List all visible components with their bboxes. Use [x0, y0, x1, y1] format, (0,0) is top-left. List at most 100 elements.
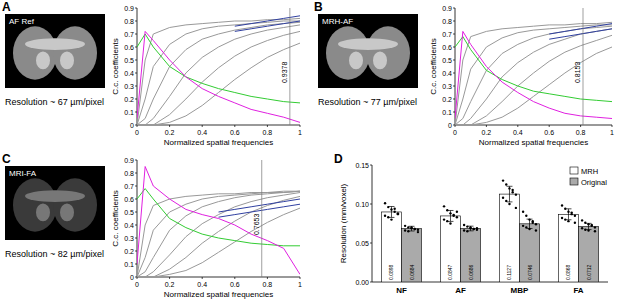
data-point — [397, 212, 399, 214]
panel-label: A — [2, 0, 11, 14]
x-tick — [234, 125, 235, 127]
y-tick-label: 0.3 — [442, 83, 452, 90]
x-axis-label: Normalized spatial frequencies — [479, 138, 588, 147]
data-label: 0.0898 — [388, 264, 394, 280]
cutoff-label: 0.9378 — [281, 62, 288, 84]
image-bg — [5, 166, 105, 240]
series-line — [219, 199, 301, 212]
y-tick — [135, 47, 137, 48]
panel: D0.000.050.100.15Resolution (mm/voxel)NF… — [334, 152, 608, 295]
data-point — [466, 230, 468, 232]
plot-area — [455, 8, 612, 125]
data-point — [535, 223, 537, 225]
x-tick-label: 0.4 — [197, 129, 207, 136]
data-label: 0.0684 — [409, 264, 415, 280]
y-tick — [135, 251, 137, 252]
x-tick-label: 0.8 — [576, 129, 586, 136]
x-tick — [202, 125, 203, 127]
series-line — [235, 16, 300, 26]
data-point — [417, 229, 419, 231]
data-point — [505, 183, 507, 185]
data-point — [384, 202, 386, 204]
data-point — [522, 211, 524, 213]
data-point — [443, 218, 445, 220]
data-point — [570, 211, 572, 213]
series-line — [137, 191, 300, 277]
x-tick-label: 0.8 — [263, 129, 273, 136]
x-tick — [267, 277, 268, 279]
image-structure — [60, 204, 74, 222]
data-point — [574, 222, 576, 224]
y-tick-label: 0.7 — [124, 31, 134, 38]
data-point — [591, 225, 593, 227]
x-tick-label: 0.8 — [263, 281, 273, 288]
y-tick — [453, 8, 455, 9]
image-hemisphere — [13, 26, 57, 79]
data-point — [397, 213, 399, 215]
y-tick — [453, 99, 455, 100]
error-bar — [388, 206, 394, 217]
data-point — [515, 193, 517, 195]
y-tick — [453, 34, 455, 35]
x-tick-label: FA — [573, 286, 583, 295]
x-tick-label: 0.6 — [544, 129, 554, 136]
legend-label: Original — [581, 178, 607, 187]
data-point — [463, 229, 465, 231]
image-title: MRI-FA — [9, 169, 37, 178]
x-tick — [267, 125, 268, 127]
x-tick-label: 0.4 — [513, 129, 523, 136]
data-point — [502, 197, 504, 199]
x-tick — [300, 277, 301, 279]
figure: AAF RefResolution ~ 67 µm/pixel00.10.20.… — [0, 0, 617, 308]
x-tick-label: 0.2 — [165, 129, 175, 136]
y-tick-label: 0.6 — [124, 44, 134, 51]
x-tick — [549, 125, 550, 127]
data-point — [456, 216, 458, 218]
y-tick — [453, 47, 455, 48]
y-tick-label: 0 — [448, 122, 452, 129]
data-point — [384, 215, 386, 217]
data-point — [414, 228, 416, 230]
legend-swatch — [570, 167, 578, 174]
image-structure — [338, 38, 398, 50]
y-axis-label: Resolution (mm/voxel) — [339, 183, 348, 263]
plot-area — [137, 160, 300, 277]
y-tick — [135, 238, 137, 239]
data-point — [390, 218, 392, 220]
data-point — [508, 203, 510, 205]
series-line — [137, 34, 300, 103]
bar — [440, 216, 460, 282]
y-tick-label: 0.7 — [442, 31, 452, 38]
legend-label: MRH — [581, 167, 598, 176]
annotation: Resolution ~ 82 µm/pixel — [5, 249, 104, 259]
data-label: 0.0712 — [586, 264, 592, 280]
y-tick — [453, 112, 455, 113]
y-tick-label: 0.10 — [355, 201, 369, 208]
plot-area — [137, 8, 300, 125]
data-point — [525, 215, 527, 217]
x-tick — [137, 277, 138, 279]
series-line — [549, 24, 612, 34]
data-label: 0.1127 — [506, 265, 512, 280]
y-tick-label: 0.2 — [124, 96, 134, 103]
y-tick-label: 0.2 — [124, 248, 134, 255]
y-tick-label: 0.9 — [124, 157, 134, 164]
data-point — [535, 229, 537, 231]
data-point — [594, 226, 596, 228]
y-tick — [135, 60, 137, 61]
data-point — [404, 225, 406, 227]
y-tick-label: 0.6 — [124, 196, 134, 203]
data-point — [417, 231, 419, 233]
x-tick-label: 0 — [135, 129, 139, 136]
data-point — [502, 179, 504, 181]
error-bar — [468, 226, 474, 231]
y-tick — [135, 186, 137, 187]
data-point — [414, 228, 416, 230]
series-line — [137, 167, 300, 275]
series-line — [455, 35, 612, 125]
data-point — [594, 230, 596, 232]
y-tick — [135, 34, 137, 35]
bar — [558, 214, 578, 282]
y-tick-label: 0.1 — [442, 109, 452, 116]
x-tick — [137, 125, 138, 127]
